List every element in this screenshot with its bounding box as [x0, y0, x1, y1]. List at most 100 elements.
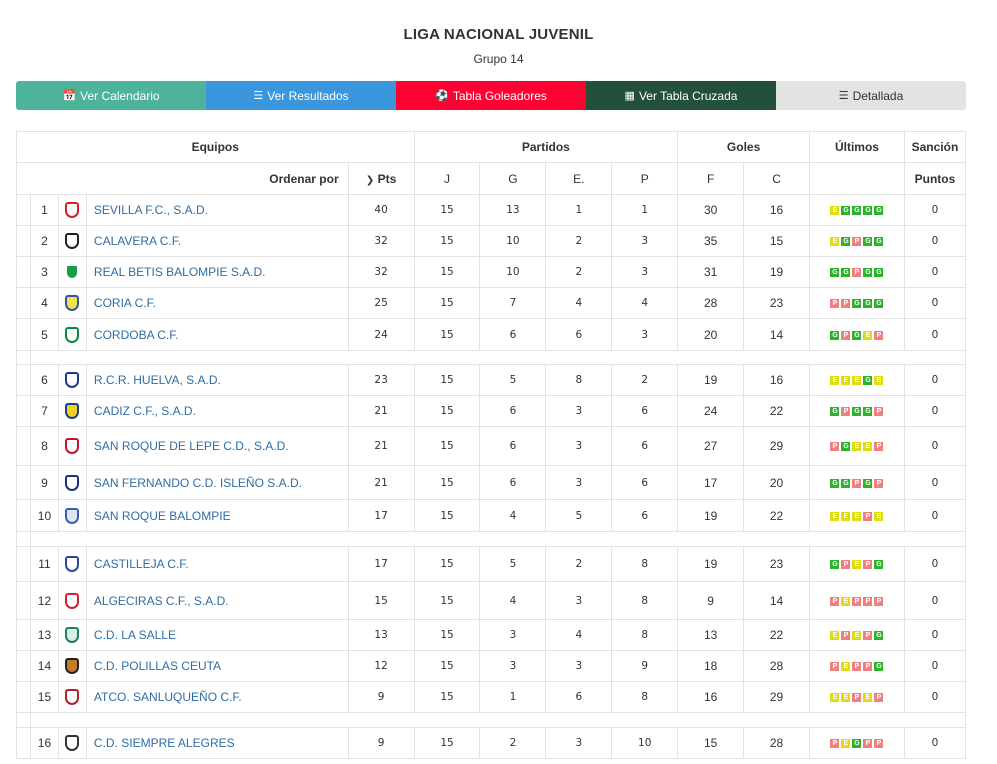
detailed-button[interactable]: ☰ Detallada [776, 81, 966, 110]
drawn: 1 [545, 194, 613, 226]
table-row[interactable]: 15 ATCO. SANLUQUEÑO C.F. 9 15 1 6 8 16 29 E E P E P 0 [16, 681, 967, 713]
row-marker [16, 546, 31, 582]
won: 6 [479, 395, 547, 427]
table-row[interactable]: 10 SAN ROQUE BALOMPIE 17 15 4 5 6 19 22 E E E P E 0 [16, 499, 967, 532]
result-badge: P [830, 739, 840, 749]
won: 4 [479, 581, 547, 620]
team-crest-icon [65, 556, 80, 572]
grid-icon: ▦ [624, 90, 635, 102]
team-link[interactable]: SAN ROQUE BALOMPIE [93, 508, 231, 523]
sort-pts-button[interactable]: ❯ Pts [347, 162, 415, 195]
drawn: 2 [545, 225, 613, 257]
result-badge: P [863, 631, 873, 641]
team-crest-icon [65, 372, 80, 388]
table-row[interactable]: 13 C.D. LA SALLE 13 15 3 4 8 13 22 E P E P G 0 [16, 619, 967, 651]
team-link[interactable]: ALGECIRAS C.F., S.A.D. [93, 593, 229, 608]
scorers-button[interactable]: ⚽ Tabla Goleadores [396, 81, 586, 110]
result-badge: G [852, 739, 862, 749]
played: 15 [413, 287, 481, 319]
list-icon: ☰ [253, 90, 264, 102]
result-badge: E [830, 511, 840, 521]
team-link[interactable]: C.D. POLILLAS CEUTA [93, 659, 222, 673]
calendar-button[interactable]: 📅 Ver Calendario [16, 81, 206, 110]
table-row[interactable]: 11 CASTILLEJA C.F. 17 15 5 2 8 19 23 G P E P G 0 [16, 546, 967, 582]
team-logo-cell [57, 426, 87, 466]
team-link[interactable]: CORIA C.F. [93, 296, 156, 310]
played: 15 [413, 581, 481, 620]
goals-against: 14 [743, 318, 811, 351]
team-link[interactable]: C.D. SIEMPRE ALEGRES [93, 736, 235, 750]
drawn: 3 [545, 395, 613, 427]
team-link[interactable]: REAL BETIS BALOMPIE S.A.D. [93, 265, 266, 279]
sanction-points: 0 [903, 225, 967, 257]
played: 15 [413, 395, 481, 427]
table-row[interactable]: 12 ALGECIRAS C.F., S.A.D. 15 15 4 3 8 9 14 P E P P P 0 [16, 581, 967, 620]
goals-for: 35 [677, 225, 745, 257]
table-row[interactable]: 7 CADIZ C.F., S.A.D. 21 15 6 3 6 24 22 G P G G P 0 [16, 395, 967, 427]
drawn: 3 [545, 581, 613, 620]
table-row[interactable]: 3 REAL BETIS BALOMPIE S.A.D. 32 15 10 2 3 31 19 G… [16, 256, 967, 288]
team-link[interactable]: R.C.R. HUELVA, S.A.D. [93, 373, 221, 387]
table-row[interactable]: 6 R.C.R. HUELVA, S.A.D. 23 15 5 8 2 19 16 E E E G E 0 [16, 364, 967, 396]
results-button[interactable]: ☰ Ver Resultados [206, 81, 396, 110]
result-badge: P [852, 268, 862, 278]
result-badge: G [852, 206, 862, 216]
sanction-points: 0 [903, 194, 967, 226]
row-marker [16, 727, 31, 759]
lost: 1 [611, 194, 679, 226]
team-link[interactable]: ATCO. SANLUQUEÑO C.F. [93, 690, 242, 704]
position: 16 [29, 727, 59, 759]
position: 8 [29, 426, 59, 466]
drawn: 4 [545, 287, 613, 319]
table-row[interactable]: 4 CORIA C.F. 25 15 7 4 4 28 23 P P G G G 0 [16, 287, 967, 319]
row-marker [16, 619, 31, 651]
position: 9 [29, 465, 59, 500]
team-link[interactable]: SAN FERNANDO C.D. ISLEÑO S.A.D. [93, 475, 302, 490]
nav-button-bar: 📅 Ver Calendario ☰ Ver Resultados ⚽ Tabl… [16, 81, 966, 110]
table-row[interactable]: 8 SAN ROQUE DE LEPE C.D., S.A.D. 21 15 6 3 6 27… [16, 426, 967, 466]
table-row[interactable]: 14 C.D. POLILLAS CEUTA 12 15 3 3 9 18 28 P E P P G 0 [16, 650, 967, 682]
table-row[interactable]: 9 SAN FERNANDO C.D. ISLEÑO S.A.D. 21 15 6 3 6 1… [16, 465, 967, 500]
result-badge: E [830, 376, 840, 386]
team-link[interactable]: SAN ROQUE DE LEPE C.D., S.A.D. [93, 439, 289, 453]
result-badge: P [863, 511, 873, 521]
table-row[interactable]: 2 CALAVERA C.F. 32 15 10 2 3 35 15 E G P G G 0 [16, 225, 967, 257]
points: 17 [347, 499, 415, 532]
team-link[interactable]: C.D. LA SALLE [93, 628, 176, 642]
lost: 3 [611, 318, 679, 351]
col-ultimos [809, 162, 905, 195]
result-badge: G [841, 206, 851, 216]
team-crest-icon [65, 438, 80, 454]
team-link[interactable]: CADIZ C.F., S.A.D. [93, 404, 196, 418]
position: 6 [29, 364, 59, 396]
sanction-points: 0 [903, 546, 967, 582]
col-g: G [479, 162, 547, 195]
sanction-points: 0 [903, 499, 967, 532]
goals-against: 23 [743, 546, 811, 582]
team-link[interactable]: CALAVERA C.F. [93, 234, 182, 248]
won: 3 [479, 619, 547, 651]
table-row[interactable]: 16 C.D. SIEMPRE ALEGRES 9 15 2 3 10 15 28 P E G P P 0 [16, 727, 967, 759]
result-badge: E [863, 442, 873, 452]
result-badge: P [841, 560, 851, 570]
team-link[interactable]: SEVILLA F.C., S.A.D. [93, 203, 208, 217]
team-logo-cell [57, 581, 87, 620]
table-row[interactable]: 5 CORDOBA C.F. 24 15 6 6 3 20 14 G P G E P 0 [16, 318, 967, 351]
result-badge: P [841, 330, 851, 340]
team-link[interactable]: CASTILLEJA C.F. [93, 557, 189, 571]
position: 4 [29, 287, 59, 319]
chevron-down-icon: ❯ [365, 174, 375, 186]
team-crest-icon [65, 735, 80, 751]
cross-table-button[interactable]: ▦ Ver Tabla Cruzada [586, 81, 776, 110]
team-logo-cell [57, 364, 87, 396]
won: 2 [479, 727, 547, 759]
team-crest-icon [65, 474, 80, 491]
team-link[interactable]: CORDOBA C.F. [93, 327, 179, 342]
result-badge: P [874, 330, 884, 340]
result-badge: P [841, 631, 851, 641]
table-row[interactable]: 1 SEVILLA F.C., S.A.D. 40 15 13 1 1 30 16 E G G G G 0 [16, 194, 967, 226]
row-marker [16, 225, 31, 257]
goals-against: 22 [743, 395, 811, 427]
